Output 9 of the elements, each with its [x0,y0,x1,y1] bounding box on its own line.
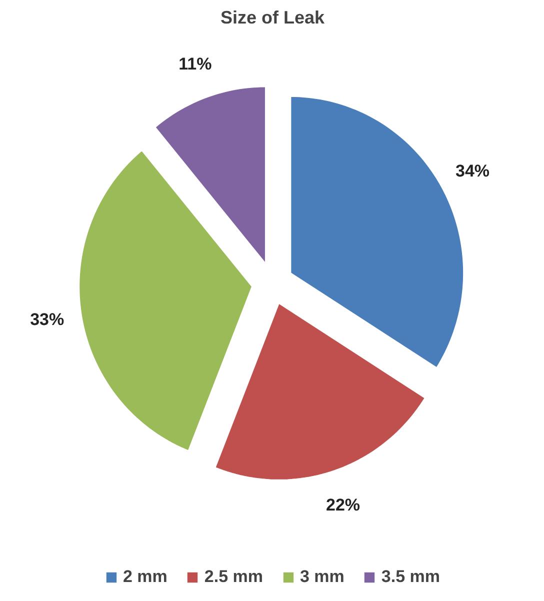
chart-title: Size of Leak [220,8,326,28]
legend-label: 2 mm [122,567,168,587]
legend-label: 3 mm [300,567,344,587]
data-label: 11% [178,54,212,74]
data-label: 22% [326,495,360,514]
legend-label: 3.5 mm [381,567,440,587]
legend-label: 2.5 mm [204,567,263,587]
data-label: 33% [30,310,64,330]
data-label: 34% [455,161,490,180]
